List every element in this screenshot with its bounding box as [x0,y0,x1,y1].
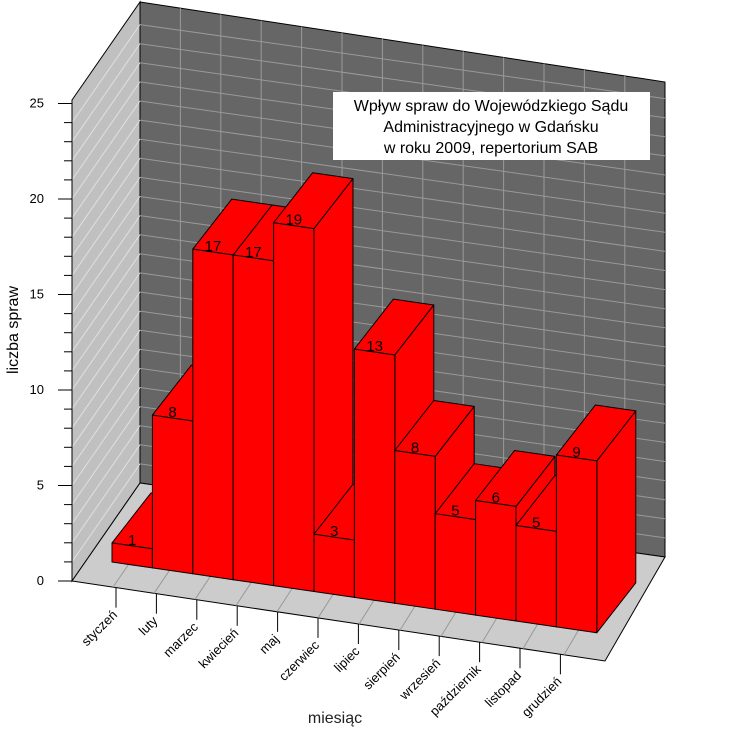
x-tick-label: kwiecień [195,625,241,671]
gridline-left [71,43,141,142]
gridline-left [71,158,141,257]
chart-title-line-2: Administracyjnego w Gdańsku [383,119,598,136]
data-label: 5 [451,503,459,520]
bar-front [192,248,234,581]
y-tick-label: 0 [37,573,44,588]
gridline-left [71,310,141,410]
bars: 1 8 17 17 19 3 13 8 5 6 5 9 [111,172,637,634]
x-tick-label: listopad [482,668,524,710]
gridline-left [71,196,141,295]
data-label: 8 [168,404,176,421]
data-label: 13 [366,338,383,355]
bar-grudzień: 9 [555,404,637,634]
gridline-back [139,138,666,214]
gridline-left [71,368,141,467]
y-axis: 0 5 10 15 20 25 [30,96,73,588]
gridline-left [71,291,141,391]
bar-front [515,524,557,628]
gridline-back [139,176,666,252]
data-label: 17 [245,244,262,261]
y-tick-label: 25 [30,96,44,111]
data-label: 1 [128,532,136,549]
gridline-back [139,24,666,100]
bar-front [151,414,194,575]
gridline-left [71,463,141,563]
x-tick-label: lipiec [331,643,363,675]
gridline-left [71,24,141,123]
x-tick-label: wrzesień [396,656,444,704]
x-tick-label: sierpień [360,650,403,693]
chart-title-box: Wpływ spraw do Wojewódzkiego Sądu Admini… [333,92,650,160]
gridline-left [71,138,141,238]
bar-front [394,449,436,610]
y-axis-label: liczba spraw [5,286,22,374]
gridline-left [71,81,141,181]
y-tick-label: 5 [37,478,44,493]
data-label: 3 [330,523,338,540]
y-tick-label: 15 [30,287,44,302]
gridline-left [71,444,141,544]
gridline-back [139,157,666,233]
gridline-left [71,272,141,372]
data-label: 19 [285,212,302,229]
x-tick-label: grudzień [519,674,565,720]
x-tick-label: maj [256,631,281,656]
bar-front [555,454,598,634]
chart-title-line-3: w roku 2009, repertorium SAB [383,140,598,157]
gridline-left [71,62,141,162]
gridline-left [71,329,141,429]
x-tick-label: marzec [160,619,201,660]
y-tick-label: 20 [30,191,44,206]
gridline-left [71,215,141,314]
gridline-left [71,177,141,276]
gridline-left [71,406,141,505]
gridline-left [71,100,141,200]
bar-front [353,348,396,604]
x-tick-label: styczeń [78,607,120,649]
gridline-left [71,119,141,219]
bar-front [475,499,517,622]
data-label: 9 [572,444,580,461]
x-axis-label: miesiąc [308,710,362,727]
data-label: 8 [411,439,419,456]
gridline-left [71,253,141,353]
x-tick-label: czerwiec [276,637,323,684]
y-tick-label: 10 [30,382,44,397]
bar-front [313,533,355,598]
x-tick-label: luty [136,613,161,638]
chart-title-line-1: Wpływ spraw do Wojewódzkiego Sądu [354,98,629,115]
bar-front [273,222,315,592]
data-label: 5 [532,514,540,531]
data-label: 17 [205,238,222,255]
gridline-left [71,234,141,333]
bar-front [434,513,477,616]
gridline-left [71,425,141,524]
gridline-left [71,349,141,448]
data-label: 6 [492,489,500,506]
bar-front [232,254,275,587]
gridline-left [71,387,141,486]
